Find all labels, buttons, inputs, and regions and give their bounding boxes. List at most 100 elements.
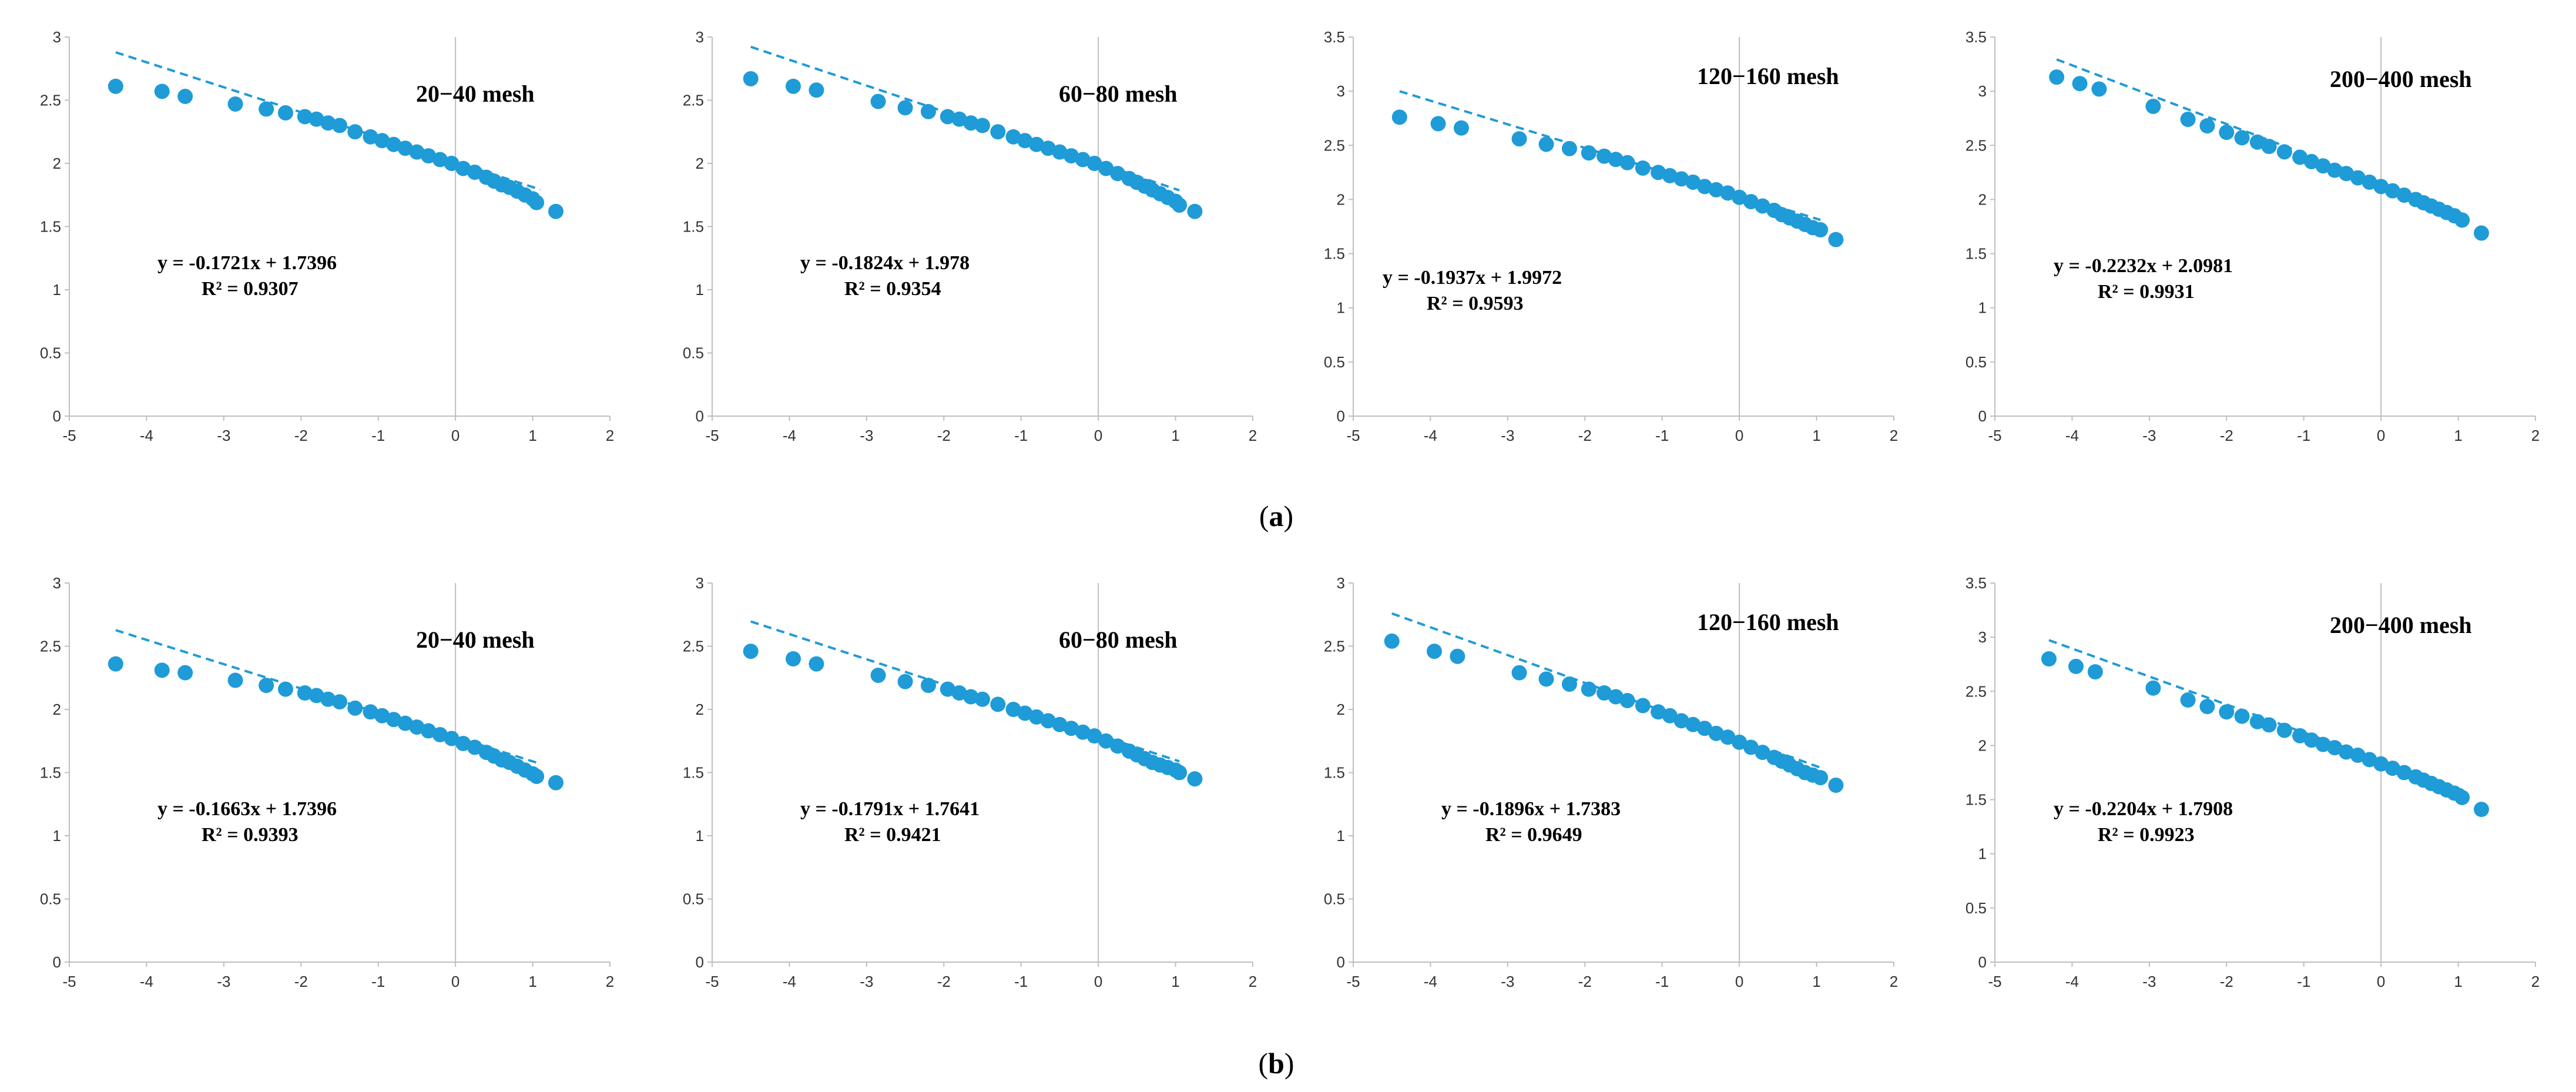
data-point: [940, 109, 955, 125]
y-tick-label: 0.5: [1324, 890, 1345, 908]
data-point: [2276, 722, 2292, 738]
trendline: [750, 45, 1180, 192]
data-point: [1110, 738, 1125, 754]
data-point: [1384, 633, 1400, 649]
x-tick-label: -4: [783, 427, 796, 444]
y-tick-label: 3.5: [1965, 28, 1987, 46]
chart-a-3: 0 0.5 1 1.5 2 2.5 3 3.5 -5 -4 -3 -2 -1 0 1 2 120−160 mes…: [1324, 28, 1898, 444]
y-tick-label: 3: [1978, 82, 1987, 100]
data-point: [278, 105, 293, 120]
y-tick-label: 0.5: [1324, 353, 1345, 371]
data-point: [2474, 225, 2489, 241]
trend-equation: y = -0.1791x + 1.7641: [800, 798, 980, 820]
data-point: [1755, 745, 1770, 761]
data-point: [743, 644, 759, 659]
panel-label-a-close: ): [1284, 500, 1294, 532]
data-point: [2041, 651, 2057, 666]
data-point: [2219, 125, 2235, 140]
data-point: [2199, 118, 2215, 134]
y-tick-label: 0.5: [683, 344, 704, 362]
data-point: [809, 82, 824, 98]
y-tick-label: 2: [696, 155, 704, 172]
mesh-label: 200−400 mesh: [2330, 66, 2472, 92]
y-tick-label: 1.5: [40, 764, 61, 782]
y-tick-label: 0.5: [40, 344, 61, 362]
x-tick-label: 0: [1735, 973, 1743, 990]
data-point: [1075, 724, 1091, 740]
panel-label-b: (b): [1258, 1047, 1294, 1080]
data-point: [1635, 698, 1651, 714]
data-point: [374, 133, 390, 149]
data-point: [397, 715, 413, 731]
data-point: [1651, 165, 1666, 180]
data-point: [921, 103, 936, 119]
x-tick-label: 2: [1249, 973, 1257, 990]
data-point: [1596, 685, 1612, 701]
data-point: [951, 685, 967, 701]
data-point: [2396, 187, 2412, 203]
y-tick-label: 2.5: [683, 638, 704, 655]
data-point: [1427, 644, 1442, 659]
data-point: [467, 165, 482, 180]
data-point: [2362, 174, 2377, 190]
x-tick-label: -2: [1578, 973, 1592, 990]
data-point: [1005, 702, 1021, 717]
data-point: [548, 775, 564, 790]
data-point: [397, 140, 413, 156]
y-tick-label: 1: [53, 281, 61, 299]
data-point: [332, 118, 347, 133]
data-point: [1608, 689, 1624, 705]
charts-layer: 0 0.5 1 1.5 2 2.5 3 -5 -4 -3 -2 -1 0 1 2 20−40 mesh y = …: [40, 28, 2540, 990]
data-point: [1697, 721, 1712, 736]
data-point: [227, 96, 243, 112]
data-point: [1708, 182, 1724, 197]
y-tick-label: 2.5: [40, 638, 61, 655]
y-tick-label: 0: [1337, 407, 1345, 425]
data-point: [1619, 692, 1635, 708]
data-point: [108, 656, 123, 672]
x-tick-label: -5: [705, 427, 719, 444]
x-tick-label: 1: [2454, 427, 2462, 444]
data-point: [2180, 112, 2196, 128]
data-point: [1005, 129, 1021, 145]
y-tick-label: 0.5: [1965, 353, 1987, 371]
data-point: [1040, 140, 1056, 156]
y-tick-label: 3: [53, 28, 61, 46]
data-point: [1732, 734, 1747, 750]
data-point: [1813, 222, 1829, 238]
data-point: [1662, 708, 1678, 723]
x-tick-label: 2: [606, 973, 614, 990]
data-point: [1098, 160, 1114, 176]
data-point: [1029, 136, 1044, 152]
data-point: [1673, 713, 1689, 729]
data-point: [1450, 648, 1465, 664]
data-point: [951, 111, 967, 127]
x-tick-label: -4: [1424, 973, 1437, 990]
y-tick-label: 0.5: [1965, 899, 1987, 917]
data-point: [386, 136, 401, 152]
data-point: [2234, 130, 2250, 146]
x-tick-label: 1: [1812, 973, 1820, 990]
data-point: [1391, 109, 1407, 125]
data-point: [2362, 752, 2377, 768]
data-point: [2339, 744, 2354, 760]
y-tick-label: 1.5: [1965, 245, 1987, 263]
data-point: [374, 708, 390, 723]
data-point: [2315, 736, 2331, 752]
data-point: [2145, 98, 2161, 114]
x-tick-label: 2: [1890, 973, 1898, 990]
x-tick-label: -2: [937, 427, 951, 444]
r-squared: R² = 0.9421: [844, 824, 941, 846]
data-point: [921, 678, 936, 694]
x-tick-label: 0: [1735, 427, 1743, 444]
data-point: [259, 678, 274, 694]
data-point: [990, 696, 1006, 712]
data-point: [363, 704, 378, 720]
data-point: [1673, 171, 1689, 187]
data-point: [2384, 761, 2400, 776]
mesh-label: 20−40 mesh: [416, 81, 535, 107]
data-point: [467, 739, 482, 755]
x-tick-label: -3: [1501, 973, 1514, 990]
x-tick-label: 2: [1249, 427, 1257, 444]
data-point: [421, 723, 437, 739]
